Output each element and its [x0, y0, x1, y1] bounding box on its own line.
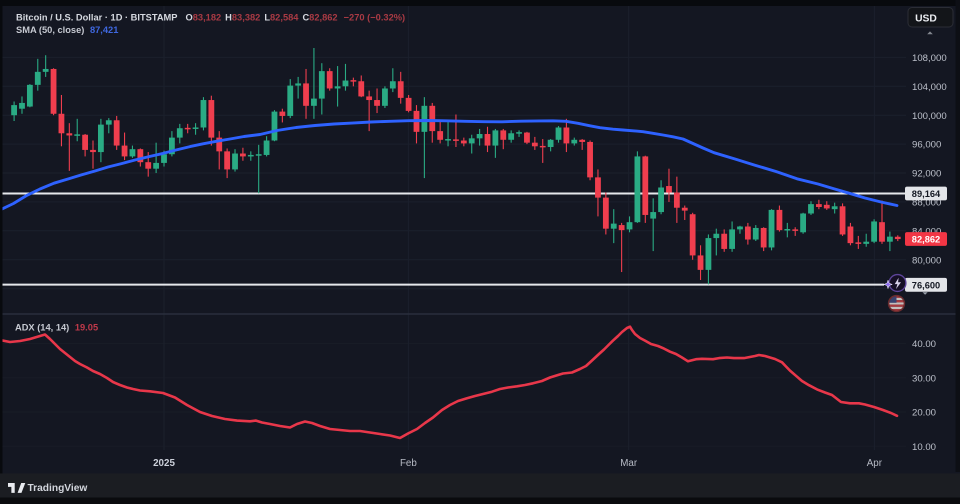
svg-text:USD: USD: [915, 13, 937, 24]
svg-text:108,000: 108,000: [912, 53, 947, 64]
svg-text:Apr: Apr: [867, 458, 883, 469]
svg-text:104,000: 104,000: [912, 82, 947, 93]
svg-text:40.00: 40.00: [912, 339, 936, 350]
svg-text:Bitcoin / U.S. Dollar · 1D · B: Bitcoin / U.S. Dollar · 1D · BITSTAMP O83…: [16, 13, 405, 23]
svg-text:96,000: 96,000: [912, 140, 941, 151]
svg-text:Mar: Mar: [620, 458, 638, 469]
svg-text:100,000: 100,000: [912, 111, 947, 122]
svg-text:92,000: 92,000: [912, 169, 941, 180]
svg-text:10.00: 10.00: [912, 442, 936, 453]
svg-text:82,862: 82,862: [912, 235, 940, 245]
svg-text:89,164: 89,164: [912, 189, 941, 199]
svg-text:Feb: Feb: [400, 458, 417, 469]
svg-text:84,000: 84,000: [912, 226, 941, 237]
svg-text:2025: 2025: [153, 458, 175, 469]
svg-text:30.00: 30.00: [912, 373, 936, 384]
svg-text:TradingView: TradingView: [28, 483, 88, 494]
svg-text:ADX (14, 14) 19.05: ADX (14, 14) 19.05: [15, 323, 98, 333]
svg-text:SMA (50, close) 87,421: SMA (50, close) 87,421: [16, 25, 118, 35]
svg-text:76,600: 76,600: [912, 280, 940, 290]
svg-text:88,000: 88,000: [912, 198, 941, 209]
svg-text:20.00: 20.00: [912, 408, 936, 419]
svg-text:80,000: 80,000: [912, 255, 941, 266]
